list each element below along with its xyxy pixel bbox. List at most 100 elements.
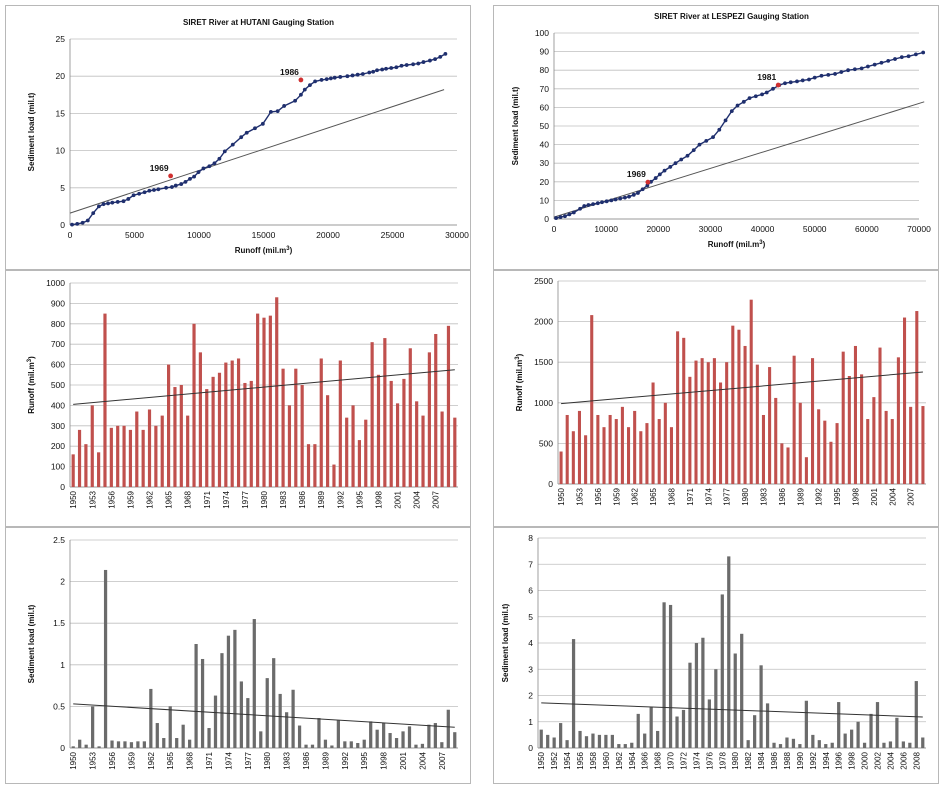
bar xyxy=(408,348,412,487)
x-tick-label: 1950 xyxy=(69,751,78,769)
bar xyxy=(835,423,839,484)
bar xyxy=(395,403,400,487)
y-tick-label: 0 xyxy=(548,479,553,489)
y-tick-label: 100 xyxy=(535,28,549,38)
data-point xyxy=(91,211,96,215)
bar xyxy=(890,419,894,484)
bar xyxy=(630,742,634,748)
x-tick-label: 1990 xyxy=(796,751,805,769)
bar xyxy=(707,699,711,748)
data-point xyxy=(657,172,662,177)
x-tick-label: 1952 xyxy=(550,751,559,769)
bar xyxy=(669,427,673,484)
x-tick-label: 1974 xyxy=(222,490,231,508)
bar xyxy=(249,380,253,487)
y-tick-label: 2.5 xyxy=(53,535,65,545)
bar xyxy=(362,739,366,748)
x-tick-label: 1962 xyxy=(147,751,156,769)
data-point xyxy=(819,73,824,78)
trend-line xyxy=(553,101,925,218)
y-tick-label: 2 xyxy=(60,577,65,587)
bar xyxy=(434,334,438,487)
bar xyxy=(110,740,114,748)
bar xyxy=(71,454,75,487)
bar xyxy=(847,376,851,484)
bar xyxy=(294,368,298,487)
data-point xyxy=(764,90,769,95)
x-tick-label: 1971 xyxy=(205,751,214,769)
bar xyxy=(765,703,770,749)
bar xyxy=(681,709,686,748)
data-point xyxy=(239,135,244,140)
bar xyxy=(824,744,828,748)
data-point xyxy=(101,202,106,207)
bar xyxy=(875,702,880,748)
x-tick-label: 1978 xyxy=(718,751,727,769)
bar xyxy=(192,323,196,487)
data-point xyxy=(685,153,690,158)
bar xyxy=(297,725,302,748)
bar xyxy=(71,746,75,748)
bar xyxy=(620,406,624,484)
chart-hutani-runoff: 0 100 200 300 400 500 600 700 800 900 1000 Runoff (… xyxy=(27,278,458,509)
data-point xyxy=(879,60,884,65)
data-point xyxy=(554,216,558,220)
x-tick-label: 1984 xyxy=(757,751,766,769)
chart-hutani-sediment: 0 0.5 1 1.5 2 2.5 Sediment load (mil.t) 1950 195… xyxy=(27,535,458,770)
bar xyxy=(743,345,747,484)
bar xyxy=(565,414,569,484)
data-point xyxy=(156,187,161,192)
bar xyxy=(720,594,724,748)
bar xyxy=(627,427,631,484)
bar xyxy=(746,740,750,749)
data-point xyxy=(567,212,572,217)
x-tick-label: 1986 xyxy=(302,751,311,769)
bar xyxy=(275,297,279,487)
data-point xyxy=(268,110,273,114)
x-tick-label: 1992 xyxy=(815,487,824,505)
bar xyxy=(656,730,660,748)
x-tick-label: 1971 xyxy=(203,490,212,508)
y-axis-label: Sediment load (mil.t) xyxy=(511,86,520,165)
y-tick-label: 40 xyxy=(540,140,550,150)
data-point xyxy=(80,220,85,225)
x-tick-label: 2008 xyxy=(912,751,921,769)
bar xyxy=(798,402,802,484)
bar xyxy=(91,706,95,748)
bar xyxy=(162,738,166,748)
data-point xyxy=(319,78,324,82)
data-point xyxy=(164,185,169,190)
x-tick-label: 20000 xyxy=(646,224,670,234)
x-tick-label: 2004 xyxy=(413,490,422,508)
x-tick-label: 2004 xyxy=(886,751,895,769)
y-tick-label: 30 xyxy=(540,158,550,168)
data-point xyxy=(691,148,696,153)
x-tick-label: 1989 xyxy=(796,487,805,505)
data-point xyxy=(623,195,627,200)
bar xyxy=(896,357,900,484)
trend-line xyxy=(69,89,445,214)
y-tick-label: 70 xyxy=(540,84,550,94)
data-point xyxy=(110,200,115,205)
bar xyxy=(198,352,202,487)
bar xyxy=(217,372,222,487)
bar xyxy=(420,743,425,748)
y-tick-label: 500 xyxy=(51,380,65,390)
bar xyxy=(884,410,888,484)
x-tick-label: 2007 xyxy=(907,487,916,505)
data-point xyxy=(244,130,249,135)
x-tick-label: 1998 xyxy=(380,751,389,769)
bar xyxy=(97,746,101,748)
x-tick-label: 1959 xyxy=(127,751,136,769)
trend-line xyxy=(541,702,923,718)
x-tick-label: 1954 xyxy=(563,751,572,769)
bar xyxy=(798,744,802,748)
data-point xyxy=(313,79,317,84)
marker-label: 1969 xyxy=(627,169,646,179)
y-tick-label: 6 xyxy=(528,586,533,596)
x-tick-label: 1974 xyxy=(704,487,713,505)
x-tick-label: 1960 xyxy=(602,751,611,769)
bar xyxy=(577,410,581,484)
x-tick-label: 1988 xyxy=(783,751,792,769)
data-point xyxy=(913,52,918,57)
